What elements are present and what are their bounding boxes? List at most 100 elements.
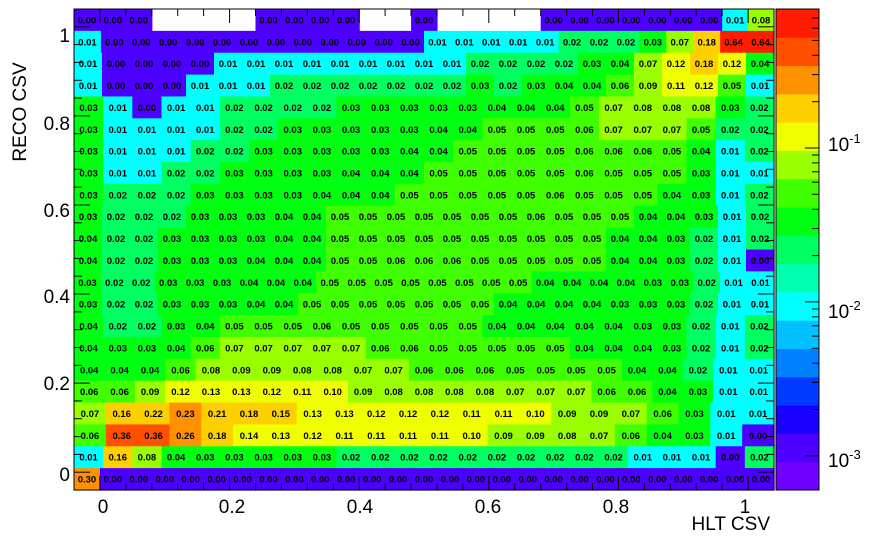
heatmap-cell-value: 0.05	[488, 147, 507, 158]
heatmap-cell-value: 0.01	[331, 59, 350, 70]
heatmap-cell-value: 0.05	[567, 365, 586, 376]
heatmap-cell-value: 0.01	[724, 278, 743, 289]
heatmap-cell	[715, 162, 746, 185]
heatmap-cell	[566, 468, 594, 491]
heatmap-cell-value: 0.21	[208, 409, 227, 420]
heatmap-cell	[494, 227, 523, 251]
heatmap-cell	[397, 30, 425, 54]
heatmap-cell-value: 0.03	[225, 190, 244, 201]
heatmap-cells	[74, 9, 775, 491]
heatmap-cell	[540, 468, 568, 491]
heatmap-cell-value: 0.05	[488, 343, 507, 354]
heatmap-cell-value: 0.02	[196, 147, 215, 158]
heatmap-cell	[102, 205, 131, 229]
colorbar-band	[776, 348, 819, 378]
heatmap-cell-value: 0.23	[176, 409, 195, 420]
heatmap-cell-value: 0.06	[371, 343, 390, 354]
heatmap-cell-value: 0.04	[247, 256, 266, 267]
heatmap-cell	[569, 118, 600, 141]
heatmap-cell	[242, 74, 271, 98]
heatmap-cell-value: 0.05	[331, 212, 350, 223]
heatmap-cell	[354, 293, 383, 316]
heatmap-cell	[190, 183, 221, 207]
heatmap-cell-value: 0.10	[323, 387, 342, 398]
heatmap-cell	[186, 52, 215, 76]
heatmap-cell-value: 0.02	[575, 453, 594, 464]
colorbar-band	[776, 178, 819, 208]
heatmap-cell	[105, 402, 139, 426]
heatmap-cell-value: 0.01	[219, 59, 238, 70]
heatmap-cell-value: 0.07	[622, 409, 641, 420]
heatmap-cell-value: 0.04	[555, 300, 574, 311]
x-axis-title: HLT CSV	[692, 514, 771, 535]
heatmap-cell-value: 0.07	[639, 59, 658, 70]
heatmap-cell-value: 0.01	[721, 190, 740, 201]
heatmap-cell	[74, 140, 104, 163]
heatmap-cell-value: 0.02	[313, 103, 332, 114]
heatmap-cell-value: 0.64	[751, 37, 770, 48]
heatmap-cell-value: 0.09	[232, 365, 251, 376]
heatmap-cell-value: 0.01	[750, 387, 769, 398]
heatmap-cell	[606, 293, 635, 316]
heatmap-cell	[127, 30, 156, 54]
heatmap-cell-value: 0.05	[692, 125, 711, 136]
heatmap-cell	[678, 402, 711, 426]
heatmap-cell	[214, 52, 243, 76]
heatmap-cell-value: 0.01	[719, 365, 738, 376]
heatmap-cell	[410, 249, 439, 272]
heatmap-cell-value: 0.05	[499, 256, 518, 267]
heatmap-cell	[103, 336, 133, 360]
heatmap-cell	[662, 205, 691, 229]
heatmap-cell-value: 0.00	[163, 59, 182, 70]
heatmap-cell-value: 0.04	[275, 212, 294, 223]
heatmap-cell-value: 0.01	[387, 59, 406, 70]
svg-text:10-1: 10-1	[828, 131, 861, 156]
heatmap-cell	[438, 227, 467, 251]
heatmap-cell	[394, 336, 425, 360]
heatmap-cell-value: 0.00	[186, 37, 205, 48]
heatmap-cell	[249, 96, 279, 119]
heatmap-cell-value: 0.00	[105, 37, 124, 48]
colorbar-band	[776, 93, 819, 123]
heatmap-cell	[686, 183, 717, 207]
heatmap-cell-value: 0.03	[471, 81, 490, 92]
heatmap-cell-value: 0.03	[692, 168, 711, 179]
heatmap-cell-value: 0.05	[321, 278, 340, 289]
heatmap-cell	[522, 227, 551, 251]
heatmap-cell	[628, 315, 658, 338]
heatmap-cell-value: 0.22	[144, 409, 163, 420]
heatmap-cell-value: 0.04	[634, 343, 653, 354]
heatmap-cell-value: 0.03	[371, 147, 390, 158]
heatmap-cell-value: 0.05	[331, 300, 350, 311]
heatmap-cell	[592, 9, 620, 32]
heatmap-cell-value: 0.03	[342, 103, 361, 114]
heatmap-cell	[158, 293, 187, 316]
heatmap-cell-value: 0.07	[81, 409, 100, 420]
heatmap-cell	[328, 424, 361, 447]
heatmap-cell-value: 0.04	[459, 125, 478, 136]
heatmap-cell-value: 0.03	[685, 431, 704, 442]
heatmap-cell	[333, 468, 360, 491]
heatmap-cell-value: 0.00	[544, 15, 563, 26]
y-tick-label-0: 0	[59, 465, 70, 486]
heatmap-cell-value: 0.04	[429, 125, 448, 136]
heatmap-cell	[354, 227, 383, 251]
heatmap-cell	[540, 162, 571, 185]
heatmap-cell	[453, 315, 483, 338]
heatmap-cell-value: 0.08	[415, 387, 434, 398]
heatmap-cell	[560, 358, 592, 382]
colorbar-tick-label-2: 10-3	[828, 447, 861, 472]
heatmap-cell	[365, 336, 396, 360]
heatmap-cell	[599, 96, 629, 119]
heatmap-cell	[365, 315, 396, 338]
heatmap-cell-value: 0.02	[135, 234, 154, 245]
heatmap-cell-value: 0.03	[79, 300, 98, 311]
heatmap-cell	[249, 315, 279, 338]
heatmap-cell-value: 0.04	[429, 147, 448, 158]
heatmap-cell	[438, 293, 467, 316]
heatmap-cell-value: 0.10	[526, 409, 545, 420]
heatmap-cell-value: 0.26	[176, 431, 195, 442]
heatmap-cell-value: 0.01	[138, 147, 157, 158]
heatmap-cell	[365, 118, 396, 141]
heatmap-cell-value: 0.06	[653, 409, 672, 420]
